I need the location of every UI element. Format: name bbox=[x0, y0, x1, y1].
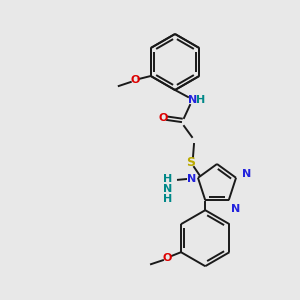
Text: N: N bbox=[164, 184, 172, 194]
Text: H: H bbox=[164, 174, 172, 184]
Text: N: N bbox=[188, 95, 198, 105]
Text: N: N bbox=[231, 204, 240, 214]
Text: O: O bbox=[162, 253, 172, 263]
Text: N: N bbox=[242, 169, 251, 179]
Text: S: S bbox=[187, 155, 196, 169]
Text: O: O bbox=[158, 113, 168, 123]
Text: O: O bbox=[130, 75, 140, 85]
Text: N: N bbox=[188, 174, 196, 184]
Text: H: H bbox=[164, 194, 172, 204]
Text: H: H bbox=[196, 95, 206, 105]
